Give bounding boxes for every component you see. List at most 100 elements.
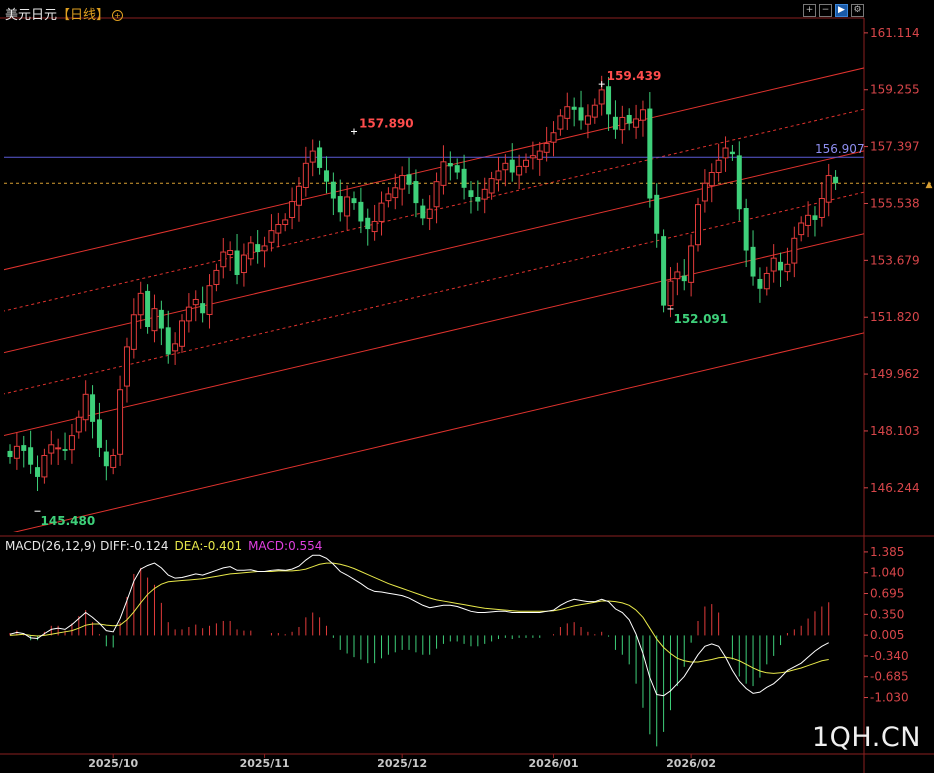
candle-body	[818, 198, 825, 218]
candle-body	[591, 104, 598, 118]
macd-tick-label: 1.385	[870, 545, 904, 559]
candle-body	[791, 237, 798, 264]
candle-body	[833, 176, 839, 184]
candle-body	[715, 159, 722, 174]
candle-body	[529, 155, 536, 159]
candle-body	[378, 202, 385, 222]
horizontal-line-label: 156.907	[815, 142, 865, 156]
candle-body	[661, 236, 667, 306]
candle-body	[323, 170, 329, 182]
candle-body	[523, 159, 529, 167]
candle-body	[227, 250, 234, 256]
candle-body	[688, 245, 695, 283]
candle-body	[461, 168, 467, 188]
zoom-in-icon[interactable]: +	[803, 4, 816, 17]
candle-body	[619, 116, 626, 131]
channel-group	[4, 67, 864, 532]
candle-body	[282, 219, 289, 226]
candle-body	[695, 204, 701, 246]
candle-body	[35, 467, 41, 477]
candle-body	[502, 162, 509, 171]
price-tick-label: 159.255	[870, 83, 920, 97]
price-tick-label: 149.962	[870, 367, 920, 381]
candle-body	[110, 455, 117, 468]
macd-tick-label: -0.340	[870, 649, 909, 663]
macd-tick-label: 0.005	[870, 628, 904, 642]
annotation-label-3: 152.091	[673, 312, 728, 326]
candle-body	[543, 142, 550, 153]
candle-body	[399, 175, 406, 190]
candle-body	[371, 220, 378, 233]
candle-body	[550, 132, 557, 143]
annotation-label-2: 159.439	[607, 69, 662, 83]
candle-body	[21, 445, 27, 451]
candle-body	[48, 444, 55, 454]
macd-tick-label: 1.040	[870, 566, 904, 580]
candle-body	[317, 147, 323, 168]
price-tick-label: 157.397	[870, 140, 920, 154]
candle-body	[606, 86, 612, 115]
candle-body	[681, 275, 687, 282]
candles-group	[7, 75, 839, 492]
candle-body	[736, 155, 742, 210]
candle-body	[674, 271, 681, 280]
candle-body	[165, 327, 171, 355]
candle-body	[722, 147, 729, 159]
macd-histogram	[9, 567, 830, 747]
candle-body	[413, 181, 419, 204]
candle-body	[358, 201, 364, 222]
candle-body	[151, 308, 158, 332]
candle-body	[158, 309, 164, 329]
date-label-3: 2026/01	[529, 757, 579, 770]
candle-body	[145, 290, 151, 328]
candle-body	[255, 244, 261, 253]
candle-body	[729, 151, 735, 155]
candle-body	[647, 108, 653, 199]
price-tick-label: 155.538	[870, 196, 920, 210]
candle-body	[812, 215, 818, 220]
diff-line	[9, 554, 829, 697]
candle-body	[825, 175, 832, 203]
candle-body	[295, 185, 302, 206]
candle-body	[206, 285, 213, 315]
macd-diff-value: DIFF:-0.124	[100, 539, 169, 553]
candle-body	[433, 181, 440, 208]
candle-body	[743, 207, 749, 251]
settings-icon[interactable]: ⚙	[851, 4, 864, 17]
candle-body	[344, 196, 351, 217]
annotation-label-0: 145.480	[41, 514, 96, 528]
candle-body	[268, 230, 275, 243]
candle-body	[495, 170, 502, 181]
zoom-out-icon[interactable]: −	[819, 4, 832, 17]
channel-line-5	[13, 332, 864, 532]
candle-body	[757, 278, 763, 289]
candle-body	[220, 251, 227, 268]
candle-body	[778, 261, 784, 271]
macd-header: MACD(26,12,9) DIFF:-0.124 DEA:-0.401 MACD:0…	[5, 539, 322, 553]
play-icon[interactable]: ▶	[835, 4, 848, 17]
candle-body	[406, 174, 412, 185]
candle-body	[385, 193, 392, 202]
candle-body	[7, 450, 13, 458]
price-tick-label: 146.244	[870, 481, 920, 495]
candle-body	[770, 257, 777, 272]
annotation-label-1: 157.890	[359, 117, 414, 131]
candle-body	[240, 254, 247, 274]
macd-tick-label: -1.030	[870, 691, 909, 705]
candle-body	[103, 451, 109, 467]
candle-body	[247, 242, 254, 260]
candle-body	[536, 150, 543, 160]
macd-title: MACD(26,12,9)	[5, 539, 97, 553]
candle-body	[578, 107, 584, 121]
candle-body	[41, 455, 48, 478]
symbol-name: 美元日元	[5, 8, 58, 23]
candle-body	[90, 394, 96, 422]
macd-tick-label: 0.695	[870, 587, 904, 601]
circle-plus-icon[interactable]: +	[112, 10, 124, 21]
candle-body	[337, 196, 343, 213]
period-label[interactable]: 【日线】	[57, 8, 110, 23]
price-tick-label: 161.114	[870, 26, 920, 40]
candle-body	[626, 114, 632, 124]
macd-value: MACD:0.554	[248, 539, 323, 553]
